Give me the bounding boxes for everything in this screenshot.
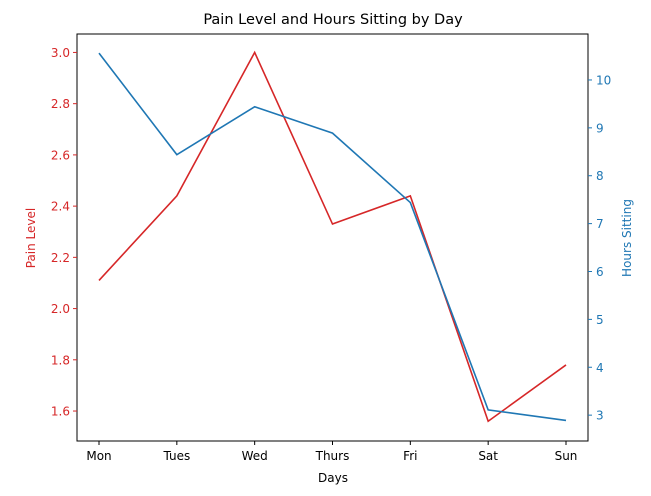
hours-sitting-line bbox=[98, 52, 567, 422]
x-tick-label: Mon bbox=[86, 449, 111, 463]
left-tick-label: 2.0 bbox=[51, 302, 70, 316]
x-tick-label: Sun bbox=[555, 449, 578, 463]
left-tick-label: 2.2 bbox=[51, 251, 70, 265]
chart-title: Pain Level and Hours Sitting by Day bbox=[203, 12, 463, 28]
right-tick-label: 8 bbox=[596, 169, 604, 183]
x-tick-label: Wed bbox=[242, 449, 268, 463]
right-axis-label: Hours Sitting bbox=[620, 199, 634, 277]
right-tick-label: 4 bbox=[596, 361, 604, 375]
pain-level-line bbox=[98, 50, 567, 423]
left-tick-label: 2.4 bbox=[51, 200, 70, 214]
left-tick-label: 2.6 bbox=[51, 148, 70, 162]
right-tick-label: 6 bbox=[596, 265, 604, 279]
right-y-axis: 3 4 5 6 7 8 9 10 bbox=[588, 73, 611, 423]
left-tick-label: 3.0 bbox=[51, 46, 70, 60]
left-tick-label: 2.8 bbox=[51, 97, 70, 111]
x-tick-label: Sat bbox=[478, 449, 498, 463]
left-y-axis: 1.6 1.8 2.0 2.2 2.4 2.6 2.8 3.0 bbox=[51, 46, 77, 419]
x-tick-label: Thurs bbox=[315, 449, 350, 463]
right-tick-label: 7 bbox=[596, 217, 604, 231]
right-tick-label: 9 bbox=[596, 121, 604, 135]
plot-area-frame bbox=[76, 33, 589, 442]
right-tick-label: 5 bbox=[596, 313, 604, 327]
x-tick-label: Tues bbox=[162, 449, 190, 463]
right-tick-label: 10 bbox=[596, 73, 611, 87]
x-axis: Mon Tues Wed Thurs Fri Sat Sun bbox=[86, 441, 577, 463]
x-tick-label: Fri bbox=[403, 449, 417, 463]
x-axis-label: Days bbox=[318, 471, 348, 485]
series-layer bbox=[98, 50, 567, 423]
left-axis-label: Pain Level bbox=[24, 208, 38, 268]
left-tick-label: 1.6 bbox=[51, 405, 70, 419]
left-tick-label: 1.8 bbox=[51, 353, 70, 367]
right-tick-label: 3 bbox=[596, 409, 604, 423]
